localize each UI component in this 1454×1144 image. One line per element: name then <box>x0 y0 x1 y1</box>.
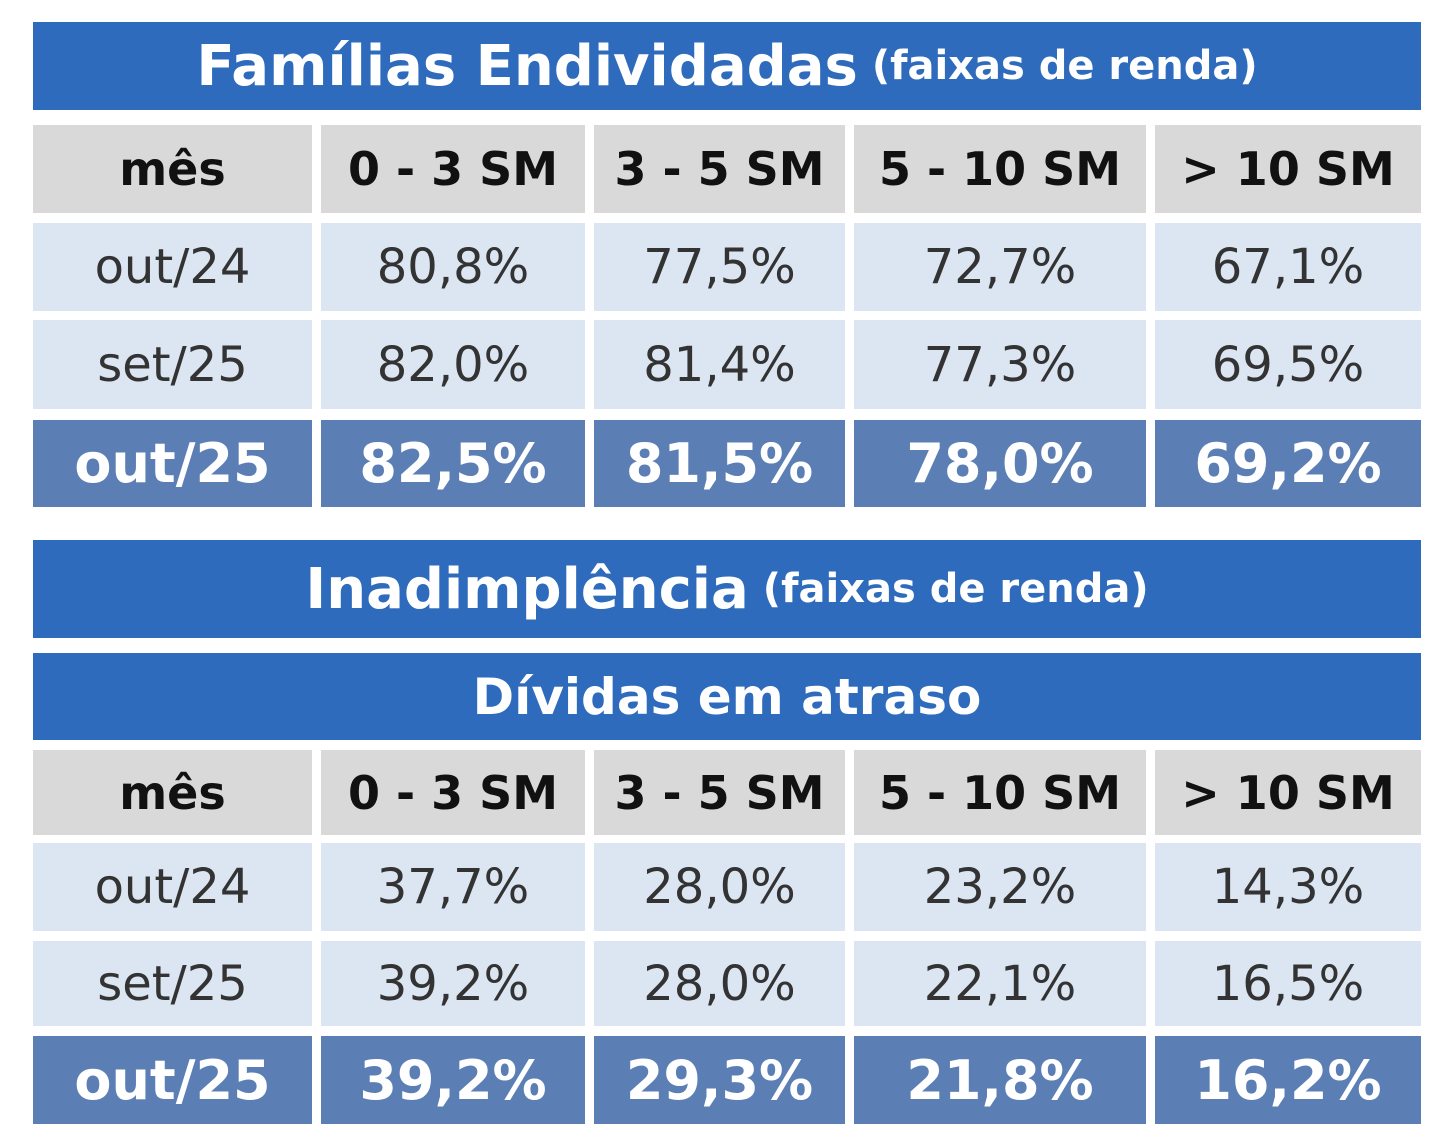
highlight-cell: 21,8% <box>854 1036 1146 1124</box>
data-cell: 22,1% <box>854 941 1146 1026</box>
data-cell: out/24 <box>33 223 312 311</box>
header-cell: 0 - 3 SM <box>321 125 585 213</box>
highlight-cell: out/25 <box>33 420 312 507</box>
data-cell: 23,2% <box>854 843 1146 931</box>
data-cell: set/25 <box>33 941 312 1026</box>
data-cell: 72,7% <box>854 223 1146 311</box>
header-cell: 3 - 5 SM <box>594 125 845 213</box>
data-cell: 77,5% <box>594 223 845 311</box>
highlight-cell: 39,2% <box>321 1036 585 1124</box>
header-cell: > 10 SM <box>1155 125 1421 213</box>
highlight-cell: 82,5% <box>321 420 585 507</box>
header-cell: 3 - 5 SM <box>594 750 845 835</box>
table-subtitle: Dívidas em atraso <box>33 653 1421 740</box>
data-cell: 37,7% <box>321 843 585 931</box>
data-cell: 28,0% <box>594 843 845 931</box>
table-title: Famílias Endividadas (faixas de renda) <box>33 22 1421 110</box>
highlight-cell: 16,2% <box>1155 1036 1421 1124</box>
data-cell: 16,5% <box>1155 941 1421 1026</box>
highlight-cell: 29,3% <box>594 1036 845 1124</box>
data-cell: 77,3% <box>854 320 1146 409</box>
data-cell: 80,8% <box>321 223 585 311</box>
title-note: (faixas de renda) <box>871 43 1258 89</box>
data-cell: 39,2% <box>321 941 585 1026</box>
header-cell: 5 - 10 SM <box>854 750 1146 835</box>
highlight-cell: 69,2% <box>1155 420 1421 507</box>
header-cell: mês <box>33 125 312 213</box>
header-cell: > 10 SM <box>1155 750 1421 835</box>
title-text: Famílias Endividadas <box>196 33 858 99</box>
title-text: Inadimplência <box>305 556 749 622</box>
data-cell: 81,4% <box>594 320 845 409</box>
title-note: (faixas de renda) <box>762 566 1149 612</box>
header-cell: 5 - 10 SM <box>854 125 1146 213</box>
data-cell: 82,0% <box>321 320 585 409</box>
table-title: Inadimplência (faixas de renda) <box>33 540 1421 638</box>
data-cell: 28,0% <box>594 941 845 1026</box>
data-cell: 69,5% <box>1155 320 1421 409</box>
data-cell: 14,3% <box>1155 843 1421 931</box>
highlight-cell: 78,0% <box>854 420 1146 507</box>
header-cell: 0 - 3 SM <box>321 750 585 835</box>
highlight-cell: 81,5% <box>594 420 845 507</box>
header-cell: mês <box>33 750 312 835</box>
data-cell: set/25 <box>33 320 312 409</box>
data-cell: out/24 <box>33 843 312 931</box>
highlight-cell: out/25 <box>33 1036 312 1124</box>
data-cell: 67,1% <box>1155 223 1421 311</box>
